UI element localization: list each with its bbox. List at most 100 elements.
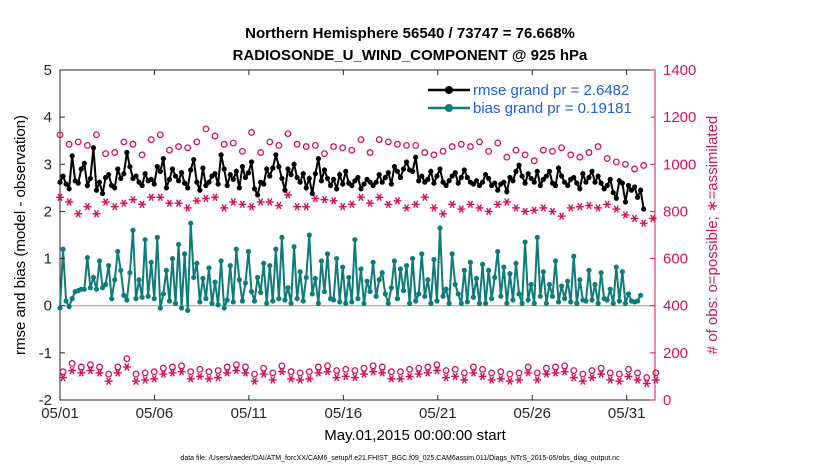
rmse-point — [388, 181, 394, 187]
obs-assimilated-stroke — [558, 212, 565, 220]
legend-rmse-label: rmse grand pr = 2.6482 — [473, 82, 629, 99]
rmse-point — [382, 174, 388, 181]
bias-point — [312, 275, 318, 281]
obs-assimilated-marker — [201, 194, 210, 203]
obs-possible-marker — [369, 362, 377, 370]
bias-point — [157, 305, 163, 311]
rmse-point — [279, 175, 285, 182]
rmse-point — [425, 176, 431, 182]
obs-possible-marker — [77, 363, 85, 371]
obs-assimilated-marker — [639, 219, 648, 228]
bias-point — [200, 275, 206, 281]
obs-assimilated-marker — [147, 193, 156, 202]
bias-point — [385, 300, 391, 306]
obs-assimilated-marker — [95, 369, 104, 377]
obs-possible-marker — [439, 147, 447, 155]
obs-assimilated-stroke — [96, 369, 103, 377]
rmse-point — [157, 168, 163, 174]
obs-possible-marker — [539, 146, 547, 154]
bias-point — [133, 296, 139, 302]
obs-possible-marker — [187, 368, 195, 376]
bias-point — [337, 299, 343, 305]
obs-assimilated-marker — [214, 373, 223, 382]
rmse-point — [370, 182, 376, 189]
bias-point — [121, 292, 127, 298]
bias-point — [306, 232, 312, 238]
obs-assimilated-marker — [624, 372, 633, 381]
bias-point — [558, 283, 565, 289]
obs-assimilated-marker — [232, 366, 241, 375]
obs-assimilated-stroke — [443, 373, 449, 382]
bias-point — [194, 260, 200, 266]
obs-possible-marker — [415, 364, 423, 372]
obs-assimilated-stroke — [458, 205, 464, 213]
obs-assimilated-stroke — [634, 376, 641, 384]
obs-possible-marker — [178, 362, 186, 370]
obs-possible-marker — [631, 165, 638, 173]
obs-possible-marker — [302, 143, 310, 151]
obs-possible-marker — [150, 368, 158, 376]
obs-assimilated-marker — [268, 376, 277, 384]
rmse-point — [361, 181, 367, 187]
bias-point — [610, 300, 616, 306]
rmse-point — [583, 179, 589, 185]
bias-point — [452, 281, 458, 288]
obs-assimilated-stroke — [242, 369, 249, 377]
obs-possible-marker — [147, 136, 155, 143]
obs-possible-marker — [266, 138, 274, 146]
rmse-point — [589, 168, 595, 174]
obs-possible-marker — [93, 131, 100, 139]
obs-assimilated-marker — [156, 193, 165, 202]
obs-assimilated-marker — [466, 200, 475, 209]
bias-point — [489, 296, 495, 302]
rmse-series — [57, 145, 647, 212]
rmse-point — [136, 179, 142, 185]
obs-possible-marker — [129, 140, 137, 148]
bias-point — [145, 293, 151, 299]
obs-assimilated-stroke — [394, 197, 401, 205]
obs-possible-marker — [333, 367, 341, 374]
obs-assimilated-stroke — [440, 209, 446, 218]
obs-assimilated-marker — [238, 200, 247, 209]
bias-point — [191, 274, 197, 281]
obs-assimilated-stroke — [343, 372, 349, 381]
obs-assimilated-stroke — [169, 369, 176, 377]
obs-possible-marker — [397, 368, 404, 376]
obs-possible-marker — [652, 369, 660, 377]
obs-assimilated-stroke — [321, 195, 328, 204]
obs-assimilated-marker — [396, 374, 405, 383]
bias-point — [248, 288, 255, 295]
bias-point — [197, 299, 203, 305]
bias-line — [59, 223, 642, 311]
obs-assimilated-stroke — [221, 204, 227, 212]
rmse-point — [385, 170, 391, 176]
obs-possible-marker — [169, 363, 176, 371]
rmse-point — [458, 174, 464, 181]
rmse-point — [99, 190, 106, 197]
rmse-point — [139, 182, 145, 189]
obs-assimilated-stroke — [549, 207, 556, 216]
chart-title: Northern Hemisphere 56540 / 73747 = 76.6… — [245, 25, 575, 42]
bias-point — [565, 278, 571, 284]
y-tick-label: 3 — [44, 156, 52, 173]
obs-assimilated-stroke — [224, 369, 230, 377]
rmse-point — [267, 173, 273, 179]
obs-assimilated-marker — [265, 198, 274, 206]
bias-point — [519, 300, 525, 306]
rmse-point — [127, 164, 133, 170]
rmse-point — [106, 172, 112, 178]
rmse-point — [212, 171, 218, 177]
bias-point — [169, 255, 176, 262]
bias-point — [285, 285, 291, 291]
rmse-point — [84, 182, 90, 189]
obs-assimilated-stroke — [361, 370, 367, 378]
bias-point — [577, 277, 583, 283]
rmse-point — [522, 180, 528, 186]
bias-point — [288, 300, 294, 306]
x-tick-label: 05/16 — [325, 405, 363, 422]
bias-point — [440, 293, 446, 299]
obs-assimilated-stroke — [194, 197, 200, 205]
rmse-point — [379, 179, 385, 185]
bias-point — [431, 256, 437, 263]
obs-assimilated-stroke — [60, 373, 66, 382]
